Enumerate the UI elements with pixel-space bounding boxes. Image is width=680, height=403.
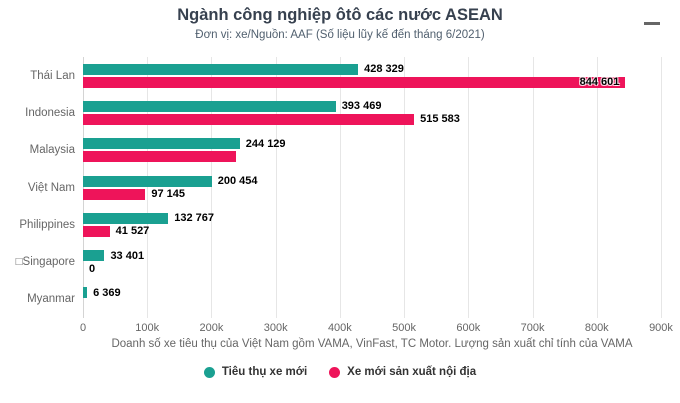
bar-consumption-0[interactable] [83, 63, 359, 75]
x-tick-label: 0 [79, 322, 87, 334]
bar-consumption-6[interactable] [83, 287, 88, 299]
x-tick-label: 100k [135, 322, 160, 334]
bar-value-label: 97 145 [151, 188, 186, 200]
bar-value-label: 244 129 [245, 137, 286, 150]
plot-area: 428 329 844 601 393 469 515 583 244 129 200 4… [83, 57, 662, 318]
bar-consumption-3[interactable] [83, 175, 212, 187]
bar-consumption-5[interactable] [83, 250, 105, 262]
gridline [147, 57, 149, 318]
gridline [661, 57, 662, 318]
bar-value-label: 393 469 [341, 100, 382, 113]
gridline [468, 57, 470, 318]
bar-value-label: 132 767 [174, 212, 215, 225]
x-tick-label: 600k [456, 322, 481, 334]
legend-label-production: Xe mới sản xuất nội địa [347, 366, 477, 378]
legend-item-new-car-consumption[interactable]: Tiêu thụ xe mới [203, 366, 308, 378]
y-axis-label-5: □Singapore [15, 256, 75, 269]
x-tick-label: 200k [199, 322, 224, 334]
bar-value-label: 200 454 [217, 175, 258, 187]
bar-consumption-1[interactable] [83, 100, 336, 112]
bar-value-label: 41 527 [115, 225, 150, 238]
y-axis-label-1: Indonesia [25, 106, 75, 119]
chart-subtitle: Đơn vị: xe/Nguồn: AAF (Số liệu lũy kế đế… [195, 29, 485, 41]
bar-production-4[interactable] [83, 225, 110, 237]
bar-value-label: 33 401 [110, 249, 145, 262]
y-axis-line [83, 57, 84, 318]
bar-production-3[interactable] [83, 188, 146, 200]
y-axis-label-0: Thái Lan [30, 69, 75, 82]
legend-marker-consumption-icon [203, 366, 215, 378]
chart-context-menu-button[interactable] [642, 8, 668, 32]
gridline [404, 57, 406, 318]
bar-production-0[interactable] [83, 76, 626, 88]
x-tick-label: 700k [520, 322, 545, 334]
legend-item-domestic-production[interactable]: Xe mới sản xuất nội địa [329, 366, 476, 378]
y-axis-label-4: Philippines [19, 218, 75, 231]
bar-value-label: 428 329 [364, 63, 404, 76]
bar-value-label: 0 [89, 262, 96, 275]
bar-production-2[interactable] [83, 151, 237, 163]
x-axis-title: Doanh số xe tiêu thụ của Việt Nam gồm VA… [111, 338, 633, 350]
x-tick-label: 400k [327, 322, 352, 334]
legend-marker-production-icon [329, 366, 341, 378]
chart-title: Ngành công nghiệp ôtô các nước ASEAN [177, 6, 503, 24]
bar-consumption-4[interactable] [83, 212, 169, 224]
gridline [339, 57, 341, 318]
legend-label-consumption: Tiêu thụ xe mới [221, 366, 308, 378]
bar-value-label: 844 601 [579, 76, 620, 89]
y-axis-label-6: Myanmar [27, 293, 75, 306]
bar-consumption-2[interactable] [83, 138, 240, 150]
x-tick-label: 900k [649, 322, 673, 334]
gridline [532, 57, 534, 318]
gridline [211, 57, 213, 318]
x-tick-label: 800k [584, 322, 609, 334]
bar-value-label: 6 369 [93, 286, 121, 299]
y-axis-label-3: Việt Nam [27, 181, 75, 194]
legend: Tiêu thụ xe mới Xe mới sản xuất nội địa [0, 366, 680, 378]
gridline [275, 57, 277, 318]
x-tick-label: 300k [263, 322, 288, 334]
bar-production-1[interactable] [83, 113, 415, 125]
bar-value-label: 515 583 [420, 113, 460, 126]
y-axis-label-2: Malaysia [29, 144, 75, 157]
gridline [596, 57, 598, 318]
x-tick-label: 500k [392, 322, 417, 334]
